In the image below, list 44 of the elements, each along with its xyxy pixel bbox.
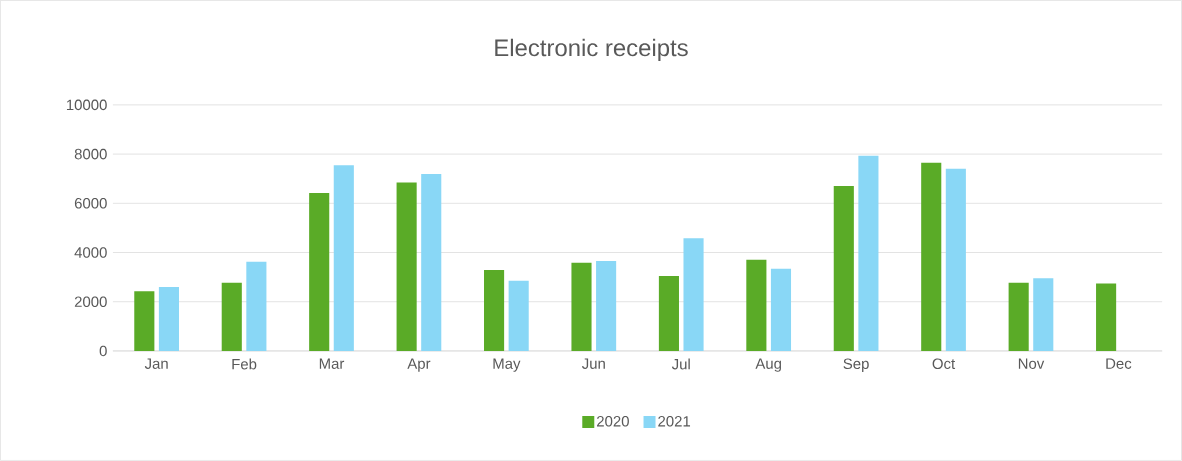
y-tick-label: 8000 xyxy=(74,148,107,160)
bar xyxy=(945,168,966,352)
x-tick-label: Jul xyxy=(671,358,690,370)
y-tick-label: 6000 xyxy=(74,198,107,209)
legend-label: 2020 xyxy=(597,416,629,427)
bar xyxy=(921,162,942,352)
x-tick-label: Dec xyxy=(1106,358,1132,369)
y-tick-label: 10000 xyxy=(66,99,107,111)
bar xyxy=(658,275,679,352)
x-tick-label: Jun xyxy=(581,358,605,369)
bar xyxy=(333,165,354,352)
chart-title: Electronic receipts xyxy=(495,38,688,62)
bar xyxy=(309,193,330,352)
x-tick-label: Mar xyxy=(319,358,345,369)
bar xyxy=(396,182,417,352)
x-tick-label: Oct xyxy=(932,358,956,370)
bar xyxy=(833,186,854,352)
bar xyxy=(746,259,767,352)
bar xyxy=(158,287,179,352)
bar xyxy=(1096,283,1117,352)
legend-label: 2021 xyxy=(658,416,691,427)
y-tick-label: 2000 xyxy=(74,296,107,308)
bar xyxy=(1008,282,1029,352)
bar xyxy=(1033,278,1054,352)
x-tick-label: Feb xyxy=(232,358,257,370)
bar xyxy=(246,261,267,352)
bar xyxy=(770,268,792,352)
y-tick-label: 4000 xyxy=(74,247,107,258)
bar xyxy=(421,174,442,352)
bar xyxy=(571,262,592,352)
bar xyxy=(134,291,155,352)
x-tick-label: Jan xyxy=(144,358,168,369)
x-tick-label: Apr xyxy=(407,358,431,372)
bar xyxy=(484,270,505,352)
bar xyxy=(858,155,879,352)
bar xyxy=(683,238,704,352)
x-tick-label: Sep xyxy=(843,358,869,373)
bar xyxy=(596,260,617,352)
x-tick-label: May xyxy=(493,358,521,372)
y-tick-label: 0 xyxy=(99,345,107,357)
bar xyxy=(221,282,242,352)
x-tick-label: Aug xyxy=(755,358,781,372)
bar xyxy=(508,280,529,352)
x-tick-label: Nov xyxy=(1018,358,1045,369)
